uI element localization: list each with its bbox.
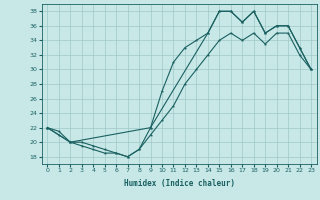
X-axis label: Humidex (Indice chaleur): Humidex (Indice chaleur) (124, 179, 235, 188)
